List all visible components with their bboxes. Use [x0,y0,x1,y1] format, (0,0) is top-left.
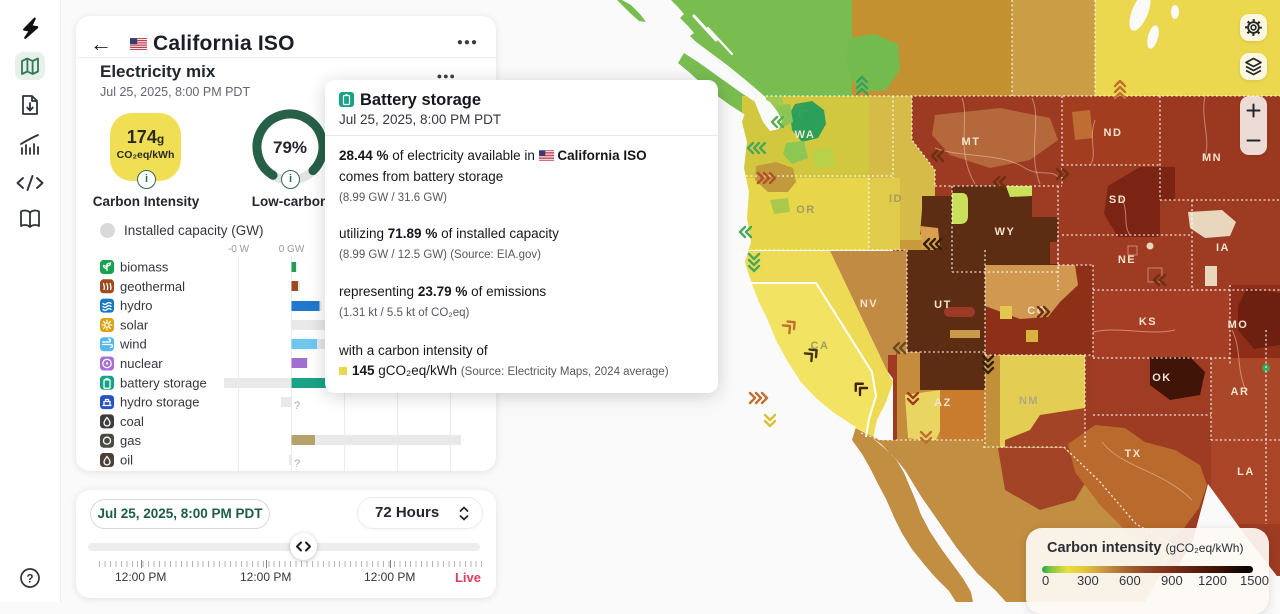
svg-text:-0 W: -0 W [228,244,250,255]
svg-text:UT: UT [934,299,952,311]
svg-text:hydro storage: hydro storage [120,395,200,410]
svg-text:MN: MN [1202,152,1222,164]
svg-text:solar: solar [120,318,149,333]
svg-text:79%: 79% [273,138,307,157]
svg-text:coal: coal [120,414,144,429]
svg-text:OK: OK [1152,372,1172,384]
svg-text:ND: ND [1104,127,1123,139]
svg-text:?: ? [294,400,300,412]
svg-text:AR: AR [1231,386,1250,398]
svg-text:NE: NE [1118,254,1136,266]
svg-text:SD: SD [1109,194,1127,206]
svg-text:hydro: hydro [120,298,153,313]
svg-text:AZ: AZ [934,397,952,409]
svg-text:ID: ID [889,193,903,205]
svg-text:NM: NM [1019,395,1039,407]
svg-text:WY: WY [995,226,1016,238]
svg-text:gas: gas [120,433,141,448]
svg-text:MO: MO [1228,319,1249,331]
svg-text:wind: wind [119,337,147,352]
svg-text:biomass: biomass [120,260,169,275]
svg-text:oil: oil [120,453,133,468]
svg-text:geothermal: geothermal [120,279,185,294]
svg-text:?: ? [294,458,300,470]
svg-text:battery storage: battery storage [120,375,207,390]
svg-text:0 GW: 0 GW [279,244,305,255]
svg-text:KS: KS [1139,316,1157,328]
svg-text:TX: TX [1124,448,1141,460]
svg-text:?: ? [26,574,33,586]
svg-text:WA: WA [795,129,816,141]
svg-text:IA: IA [1216,242,1230,254]
svg-text:OR: OR [796,204,816,216]
svg-text:NV: NV [860,298,878,310]
svg-text:nuclear: nuclear [120,356,163,371]
svg-text:MT: MT [962,136,981,148]
svg-text:LA: LA [1237,466,1255,478]
